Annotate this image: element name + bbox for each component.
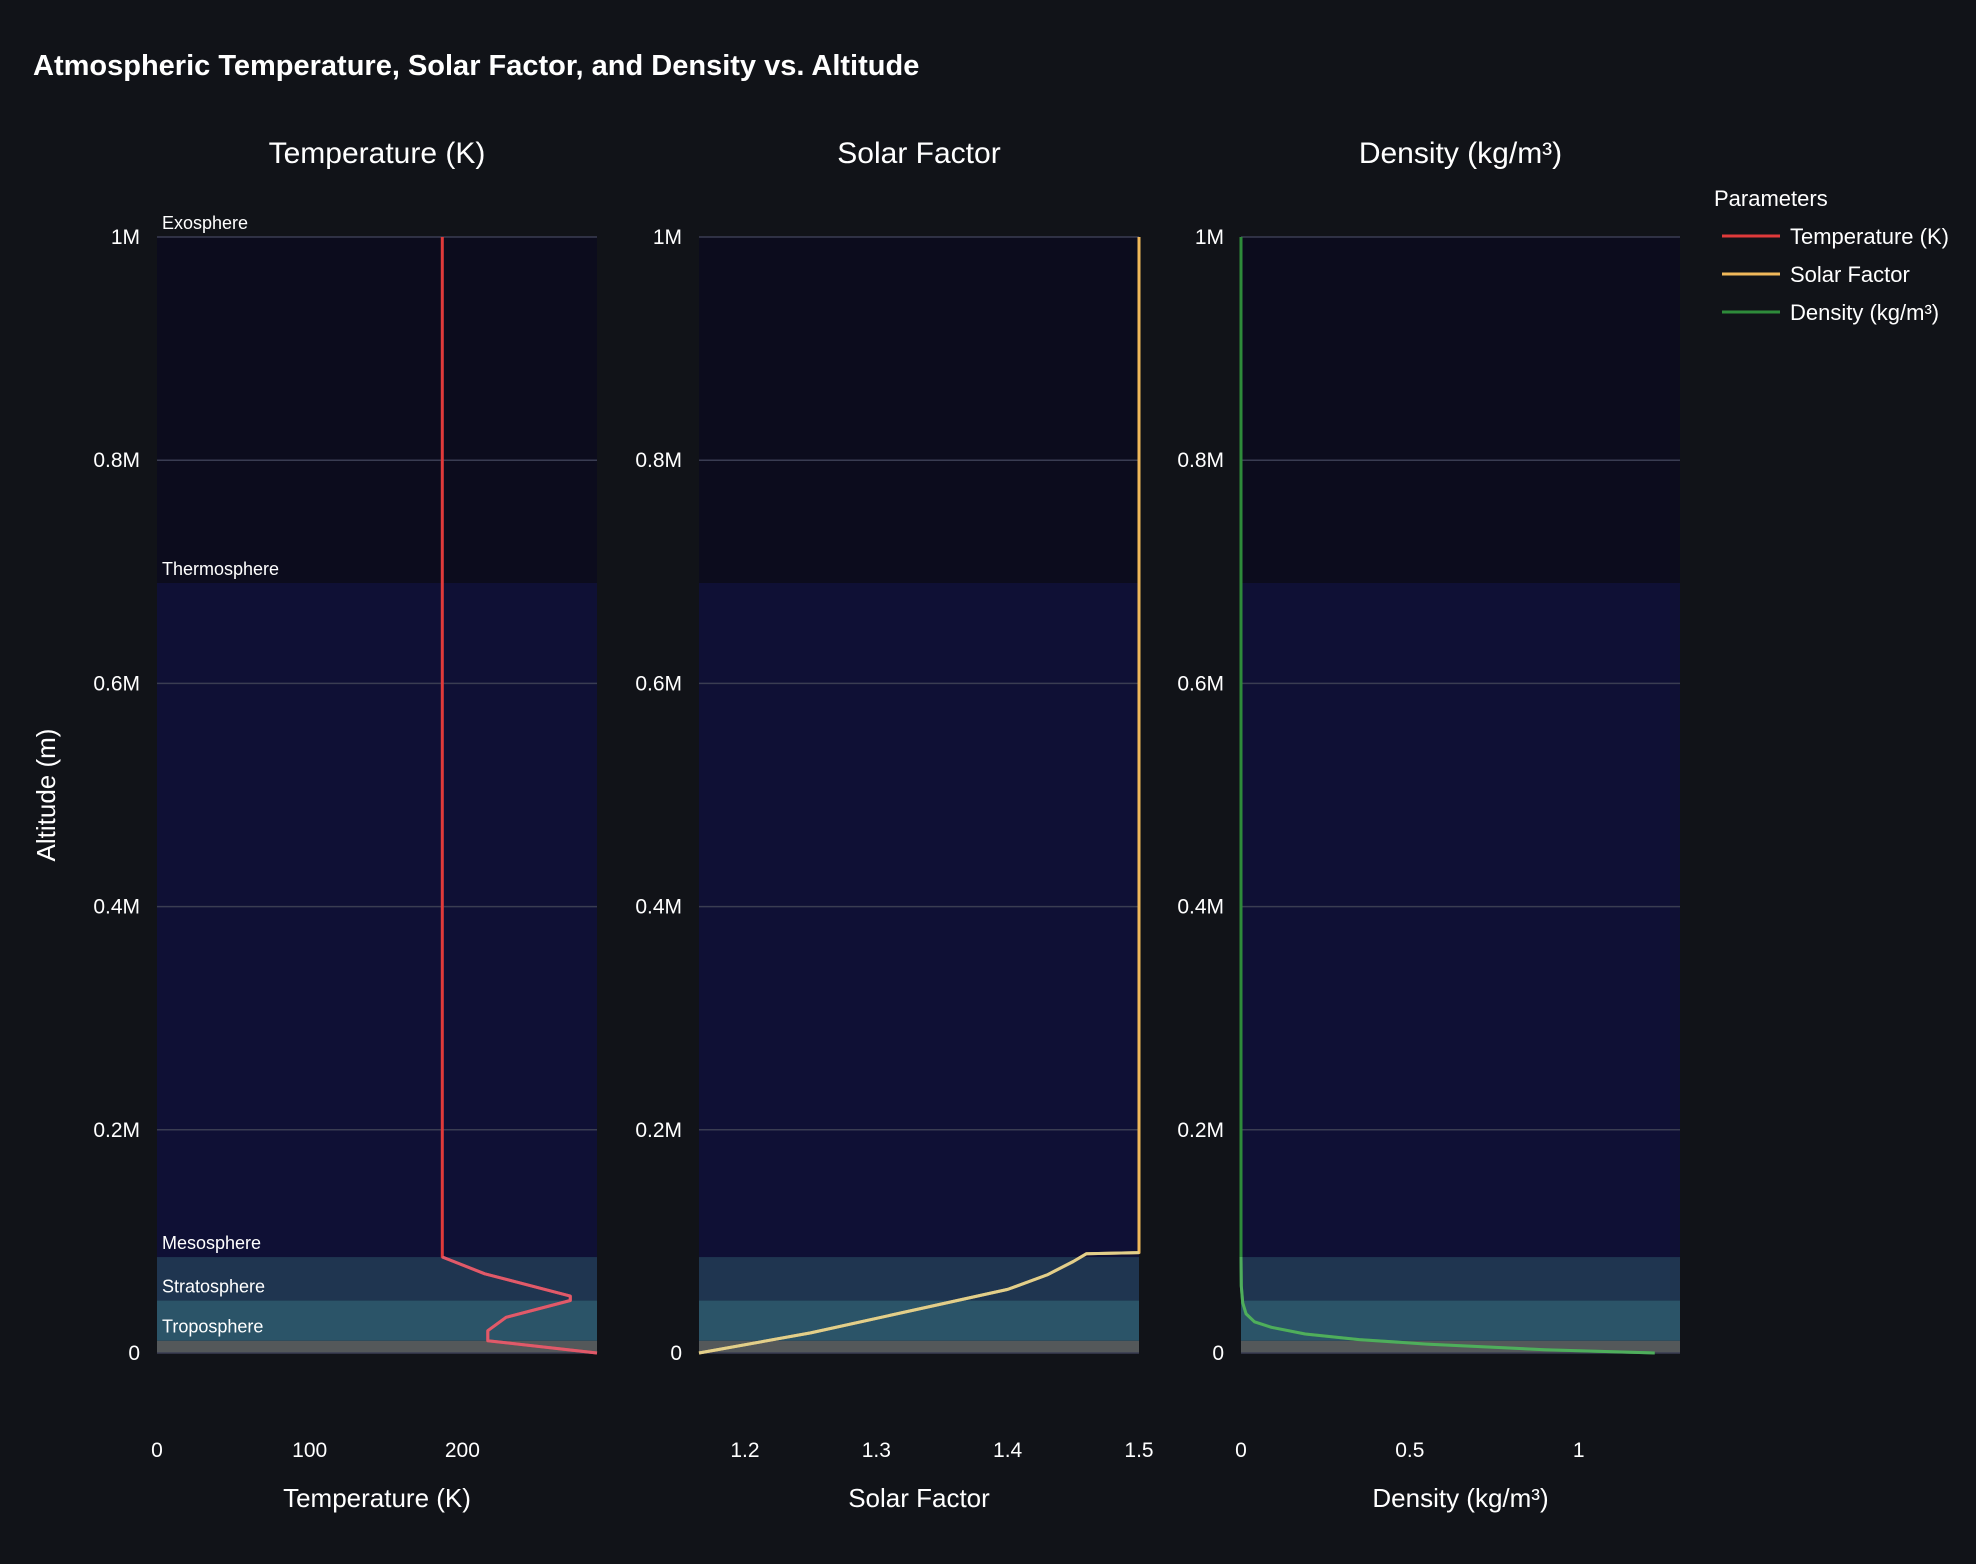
x-tick-label: 1.4 [993, 1439, 1023, 1462]
panel-2: 0 0.2M 0.4M 0.6M 0.8M 1M 1.2 1.3 1.4 1.5 Solar Fac… [635, 137, 1153, 1513]
layer-band-exosphere [1241, 237, 1680, 583]
layer-band-mesosphere [1241, 1257, 1680, 1301]
layer-label-exosphere: Exosphere [162, 213, 248, 233]
y-tick-label: 0 [670, 1342, 682, 1365]
layer-band-exosphere [699, 237, 1139, 583]
layer-band-exosphere [157, 237, 597, 583]
y-tick-label: 0.2M [1177, 1119, 1224, 1142]
layer-band-troposphere [699, 1340, 1139, 1353]
layer-band-thermosphere [699, 582, 1139, 1258]
layer-label-mesosphere: Mesosphere [162, 1233, 261, 1253]
x-tick-label: 200 [445, 1439, 480, 1462]
x-axis-title: Temperature (K) [283, 1483, 471, 1513]
layer-band-troposphere [157, 1340, 597, 1353]
y-tick-label: 0.8M [1177, 449, 1224, 472]
layer-band-thermosphere [157, 582, 597, 1258]
y-tick-label: 0.2M [635, 1119, 682, 1142]
layer-label-thermosphere: Thermosphere [162, 559, 279, 579]
panel-3: 0 0.2M 0.4M 0.6M 0.8M 1M 0 0.5 1 Density (kg/m³) D… [1177, 137, 1680, 1513]
series-line-lower [698, 1251, 1140, 1355]
x-tick-label: 0 [151, 1439, 163, 1462]
y-axis-title: Altitude (m) [31, 729, 61, 862]
y-tick-label: 0.6M [93, 672, 140, 695]
layer-label-stratosphere: Stratosphere [162, 1277, 265, 1297]
layer-band-mesosphere [157, 1257, 597, 1301]
x-tick-label: 1.2 [730, 1439, 759, 1462]
layer-band-mesosphere [699, 1257, 1139, 1301]
y-tick-label: 0.6M [1177, 672, 1224, 695]
y-tick-label: 0.4M [1177, 896, 1224, 919]
layer-band-stratosphere [157, 1300, 597, 1341]
y-tick-label: 0 [1212, 1342, 1224, 1365]
x-tick-label: 0.5 [1395, 1439, 1424, 1462]
panel-subtitle: Solar Factor [837, 137, 1000, 170]
legend: Parameters Temperature (K) Solar Factor Den… [1714, 186, 1949, 325]
y-tick-label: 0 [128, 1342, 140, 1365]
y-tick-label: 0.6M [635, 672, 682, 695]
layer-band-thermosphere [1241, 582, 1680, 1258]
x-axis-title: Solar Factor [848, 1483, 990, 1513]
y-tick-label: 0.4M [93, 896, 140, 919]
legend-title: Parameters [1714, 186, 1828, 211]
y-tick-label: 0.4M [635, 896, 682, 919]
legend-item-label: Temperature (K) [1790, 224, 1949, 249]
y-tick-label: 1M [653, 226, 682, 249]
chart-title: Atmospheric Temperature, Solar Factor, a… [33, 50, 919, 82]
x-tick-label: 1.3 [862, 1439, 891, 1462]
x-tick-label: 1.5 [1124, 1439, 1153, 1462]
y-tick-label: 0.8M [635, 449, 682, 472]
layer-band-stratosphere [699, 1300, 1139, 1341]
x-tick-label: 1 [1573, 1439, 1585, 1462]
x-tick-label: 0 [1235, 1439, 1247, 1462]
x-tick-label: 100 [292, 1439, 327, 1462]
layer-label-troposphere: Troposphere [162, 1317, 263, 1337]
panel-subtitle: Temperature (K) [269, 137, 486, 170]
legend-item-label: Density (kg/m³) [1790, 300, 1939, 325]
panels-group: Troposphere Stratosphere Mesosphere Thermos… [93, 137, 1680, 1513]
x-axis-title: Density (kg/m³) [1372, 1483, 1548, 1513]
y-tick-label: 0.8M [93, 449, 140, 472]
series-line-lower [441, 1255, 598, 1355]
series-line-lower [1239, 1256, 1655, 1355]
y-tick-label: 1M [1195, 226, 1224, 249]
legend-item-label: Solar Factor [1790, 262, 1910, 287]
panel-1: Troposphere Stratosphere Mesosphere Thermos… [93, 137, 598, 1513]
y-tick-label: 1M [111, 226, 140, 249]
y-tick-label: 0.2M [93, 1119, 140, 1142]
panel-subtitle: Density (kg/m³) [1359, 137, 1562, 170]
